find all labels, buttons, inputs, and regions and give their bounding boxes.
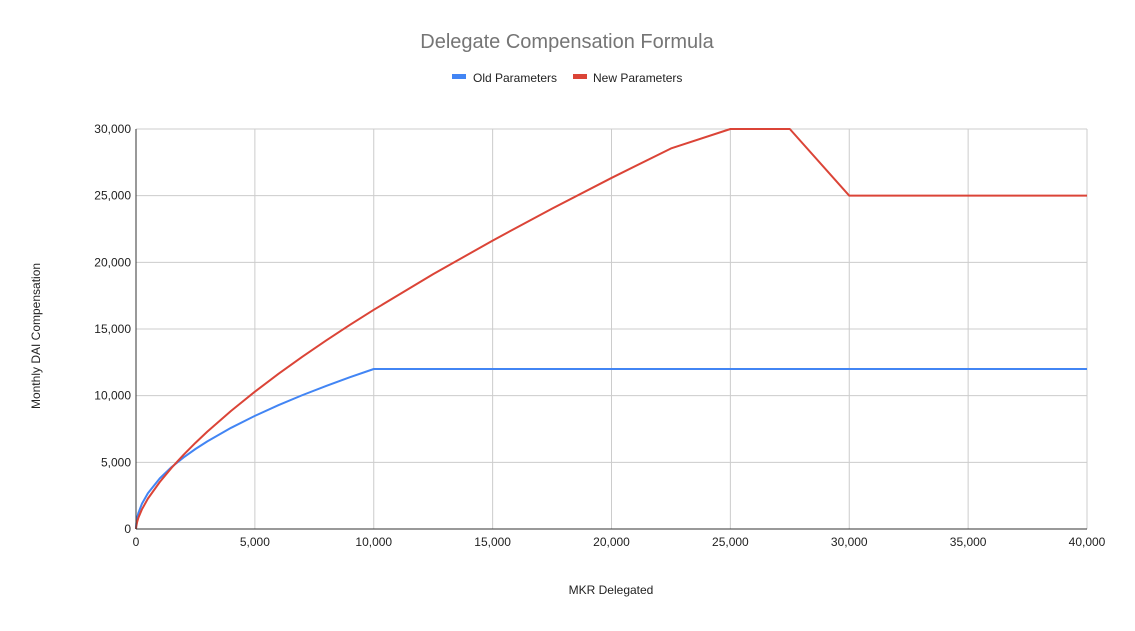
- y-axis-title: Monthly DAI Compensation: [29, 263, 43, 409]
- x-tick-label: 10,000: [355, 535, 392, 549]
- legend-swatch-new-parameters: [573, 74, 587, 79]
- x-tick-label: 5,000: [240, 535, 270, 549]
- y-tick-label: 25,000: [94, 189, 131, 203]
- y-tick-label: 20,000: [94, 255, 131, 269]
- gridlines: [136, 128, 1088, 529]
- legend-label-old-parameters: Old Parameters: [473, 71, 557, 85]
- y-tick-label: 15,000: [94, 322, 131, 336]
- x-tick-label: 35,000: [950, 535, 987, 549]
- legend-swatch-old-parameters: [452, 74, 466, 79]
- legend: Old Parameters New Parameters: [452, 71, 682, 85]
- x-axis-tick-labels: 0 5,000 10,000 15,000 20,000 25,000 30,000 35,0…: [133, 535, 1106, 549]
- y-tick-label: 30,000: [94, 122, 131, 136]
- chart-title: Delegate Compensation Formula: [420, 31, 714, 53]
- series-line-new-parameters: [135, 128, 1087, 530]
- x-tick-label: 20,000: [593, 535, 630, 549]
- axes: [135, 129, 1087, 530]
- x-axis-title: MKR Delegated: [569, 583, 654, 597]
- y-axis-tick-labels: 0 5,000 10,000 15,000 20,000 25,000 30,000: [94, 122, 131, 536]
- x-tick-label: 0: [133, 535, 140, 549]
- series-line-old-parameters: [135, 368, 1087, 530]
- x-tick-label: 30,000: [831, 535, 868, 549]
- x-tick-label: 25,000: [712, 535, 749, 549]
- x-tick-label: 40,000: [1069, 535, 1106, 549]
- legend-label-new-parameters: New Parameters: [593, 71, 682, 85]
- y-tick-label: 5,000: [101, 455, 131, 469]
- x-tick-label: 15,000: [474, 535, 511, 549]
- series-lines: [135, 128, 1087, 530]
- y-tick-label: 0: [124, 522, 131, 536]
- y-tick-label: 10,000: [94, 389, 131, 403]
